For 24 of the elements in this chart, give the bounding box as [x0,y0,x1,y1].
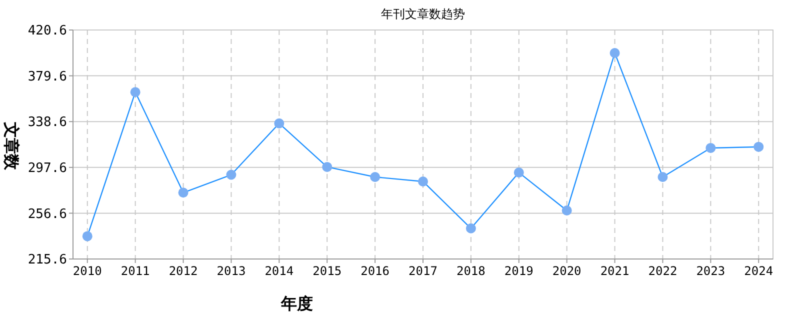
y-tick-label: 215.6 [28,252,67,268]
x-tick-label: 2015 [312,264,342,278]
x-tick-label: 2019 [504,264,534,278]
y-tick-label: 420.6 [28,24,67,39]
chart-title: 年刊文章数趋势 [381,7,465,21]
x-tick-label: 2017 [408,264,438,278]
x-tick-label: 2010 [72,264,102,278]
x-tick-label: 2020 [552,264,582,278]
x-tick-label: 2012 [168,264,198,278]
x-axis-title: 年度 [280,294,313,313]
y-tick-label: 256.6 [28,206,67,222]
x-tick-label: 2022 [648,264,678,278]
y-tick-label: 297.6 [28,160,67,176]
x-tick-label: 2011 [120,264,150,278]
x-tick-label: 2013 [216,264,246,278]
y-tick-label: 338.6 [28,115,67,130]
x-tick-label: 2016 [360,264,390,278]
x-tick-label: 2023 [696,264,726,278]
x-tick-label: 2021 [600,264,630,278]
y-axis-title: 文章数 [2,121,21,171]
x-tick-label: 2018 [456,264,486,278]
x-tick-label: 2024 [744,264,774,278]
y-tick-label: 379.6 [28,69,67,84]
x-tick-label: 2014 [264,264,294,278]
